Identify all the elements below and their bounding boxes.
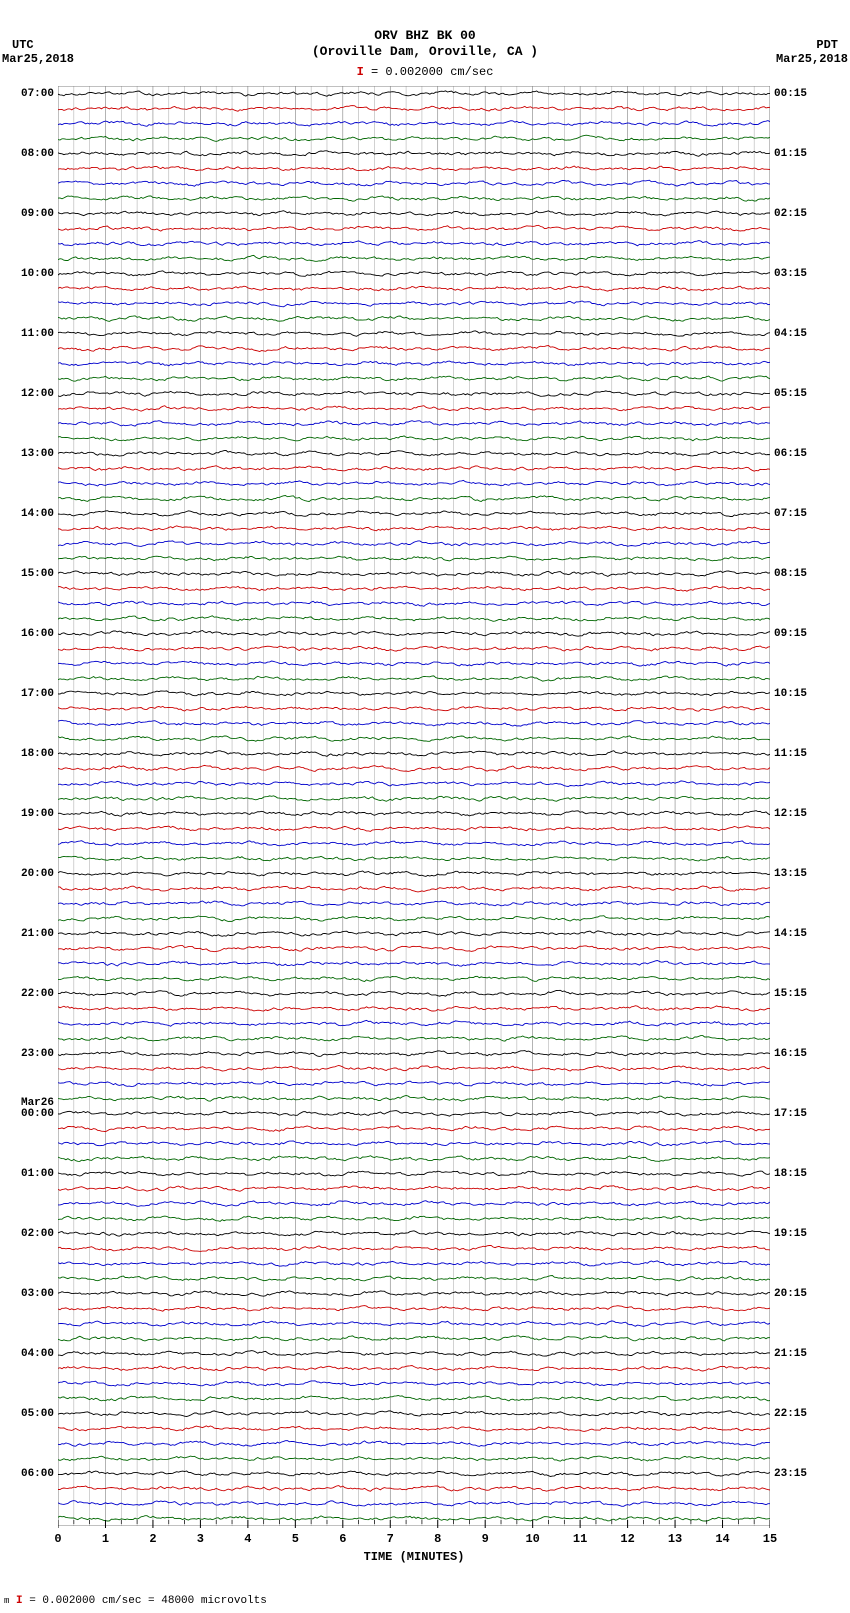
pdt-hour-label: 14:15 <box>770 929 807 940</box>
utc-hour-label: 11:00 <box>21 329 58 340</box>
utc-hour-label: 22:00 <box>21 989 58 1000</box>
pdt-hour-label: 17:15 <box>770 1109 807 1120</box>
utc-hour-label: 10:00 <box>21 269 58 280</box>
utc-hour-label: 07:00 <box>21 89 58 100</box>
station-code: ORV BHZ BK 00 <box>0 28 850 44</box>
utc-hour-label: 20:00 <box>21 869 58 880</box>
timezone-left: UTC <box>12 38 34 52</box>
pdt-hour-label: 22:15 <box>770 1409 807 1420</box>
pdt-hour-label: 12:15 <box>770 809 807 820</box>
utc-hour-label: 21:00 <box>21 929 58 940</box>
utc-hour-label: 08:00 <box>21 149 58 160</box>
utc-hour-label: 23:00 <box>21 1049 58 1060</box>
utc-hour-label: 04:00 <box>21 1349 58 1360</box>
utc-hour-label: 12:00 <box>21 389 58 400</box>
x-axis-title: TIME (MINUTES) <box>58 1550 770 1564</box>
pdt-hour-label: 08:15 <box>770 569 807 580</box>
utc-hour-label: 15:00 <box>21 569 58 580</box>
station-location: (Oroville Dam, Oroville, CA ) <box>0 44 850 60</box>
title-block: ORV BHZ BK 00 (Oroville Dam, Oroville, C… <box>0 28 850 79</box>
utc-hour-label: 18:00 <box>21 749 58 760</box>
footer-scale: m I = 0.002000 cm/sec = 48000 microvolts <box>4 1595 267 1607</box>
pdt-hour-label: 03:15 <box>770 269 807 280</box>
pdt-hour-label: 09:15 <box>770 629 807 640</box>
pdt-hour-label: 01:15 <box>770 149 807 160</box>
utc-hour-label: 03:00 <box>21 1289 58 1300</box>
pdt-hour-label: 19:15 <box>770 1229 807 1240</box>
pdt-hour-label: 21:15 <box>770 1349 807 1360</box>
scale-indicator: I = 0.002000 cm/sec <box>0 65 850 79</box>
x-axis: TIME (MINUTES) 0123456789101112131415 <box>58 1526 770 1576</box>
pdt-hour-label: 16:15 <box>770 1049 807 1060</box>
pdt-hour-label: 20:15 <box>770 1289 807 1300</box>
pdt-hour-label: 06:15 <box>770 449 807 460</box>
pdt-hour-label: 02:15 <box>770 209 807 220</box>
date-left: Mar25,2018 <box>2 52 74 66</box>
utc-hour-label: 17:00 <box>21 689 58 700</box>
pdt-hour-label: 05:15 <box>770 389 807 400</box>
timezone-right: PDT <box>816 38 838 52</box>
pdt-hour-label: 00:15 <box>770 89 807 100</box>
midnight-day-label: Mar26 <box>21 1097 58 1109</box>
pdt-hour-label: 11:15 <box>770 749 807 760</box>
pdt-hour-label: 07:15 <box>770 509 807 520</box>
pdt-hour-label: 13:15 <box>770 869 807 880</box>
utc-hour-label: 05:00 <box>21 1409 58 1420</box>
utc-hour-label: 00:00 <box>21 1109 58 1120</box>
utc-hour-label: 13:00 <box>21 449 58 460</box>
utc-hour-label: 01:00 <box>21 1169 58 1180</box>
seismogram-plot: 07:0000:1508:0001:1509:0002:1510:0003:15… <box>58 86 770 1526</box>
utc-hour-label: 09:00 <box>21 209 58 220</box>
utc-hour-label: 14:00 <box>21 509 58 520</box>
pdt-hour-label: 18:15 <box>770 1169 807 1180</box>
seismogram-container: ORV BHZ BK 00 (Oroville Dam, Oroville, C… <box>0 0 850 1613</box>
utc-hour-label: 06:00 <box>21 1469 58 1480</box>
utc-hour-label: 02:00 <box>21 1229 58 1240</box>
pdt-hour-label: 10:15 <box>770 689 807 700</box>
pdt-hour-label: 23:15 <box>770 1469 807 1480</box>
date-right: Mar25,2018 <box>776 52 848 66</box>
pdt-hour-label: 04:15 <box>770 329 807 340</box>
pdt-hour-label: 15:15 <box>770 989 807 1000</box>
utc-hour-label: 19:00 <box>21 809 58 820</box>
utc-hour-label: 16:00 <box>21 629 58 640</box>
